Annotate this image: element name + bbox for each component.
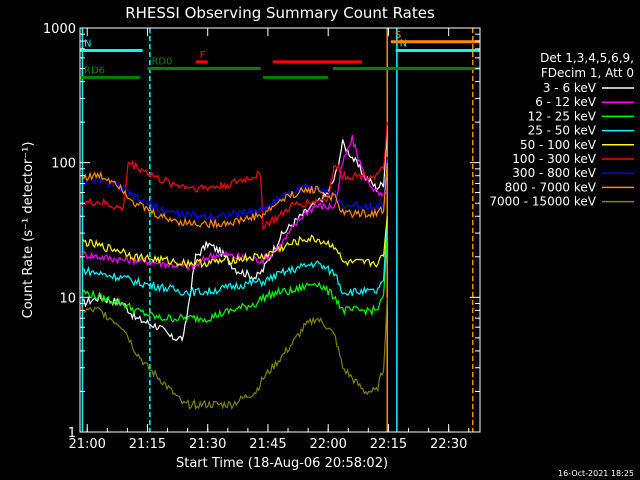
flag-label-1: N (400, 39, 407, 50)
flag-label-5: RD0 (151, 57, 172, 68)
chart-title: RHESSI Observing Summary Count Rates (125, 4, 435, 22)
series-line-0 (82, 125, 388, 343)
axis-ticks: 21:00 21:15 21:30 21:45 22:00 22:15 22:30 1 10 10… (43, 22, 480, 452)
series-line-1 (81, 134, 388, 272)
legend-header-line-1: Det 1,3,4,5,6,9, (540, 51, 634, 65)
x-tick-label-2: 21:30 (189, 437, 226, 452)
y-tick-label-2: 100 (51, 157, 76, 172)
legend-label-3: 25 - 50 keV (528, 124, 597, 138)
legend-label-4: 50 - 100 keV (520, 138, 597, 152)
x-tick-label-6: 22:30 (430, 437, 467, 452)
plot-frame (79, 27, 481, 433)
series-line-2 (81, 233, 388, 324)
y-axis-label: Count Rate (s⁻¹ detector⁻¹) (21, 142, 36, 319)
x-tick-label-0: 21:00 (68, 437, 105, 452)
legend-label-7: 800 - 7000 keV (505, 180, 597, 194)
x-tick-label-5: 22:15 (370, 437, 407, 452)
legend-label-5: 100 - 300 keV (512, 152, 596, 166)
flag-label-0: N (84, 39, 91, 50)
legend: Det 1,3,4,5,6,9, FDecim 1, Att 0 3 - 6 k… (489, 51, 634, 209)
y-tick-label-1: 10 (59, 291, 76, 306)
series-line-5 (81, 122, 388, 231)
series-line-6 (82, 157, 388, 222)
flag-label-7: RD6 (84, 65, 105, 76)
legend-label-1: 6 - 12 keV (535, 95, 597, 109)
series-line-8 (81, 297, 388, 411)
flag-label-2: S (395, 30, 401, 41)
series-line-7 (81, 162, 388, 229)
flag-label-3: F (200, 50, 206, 61)
legend-header-line-2: FDecim 1, Att 0 (541, 66, 634, 80)
legend-label-2: 12 - 25 keV (528, 109, 597, 123)
legend-label-6: 300 - 800 keV (512, 166, 596, 180)
series-line-4 (81, 216, 388, 269)
x-tick-label-1: 21:15 (129, 437, 166, 452)
footer-date: 16-Oct-2021 18:25 (558, 469, 634, 478)
legend-label-8: 7000 - 15000 keV (489, 195, 596, 209)
legend-label-0: 3 - 6 keV (543, 81, 597, 95)
x-tick-label-4: 22:00 (309, 437, 346, 452)
y-tick-label-0: 1 (68, 426, 76, 441)
x-axis-label: Start Time (18-Aug-06 20:58:02) (176, 456, 388, 471)
y-tick-label-3: 1000 (43, 22, 76, 37)
x-tick-label-3: 21:45 (249, 437, 286, 452)
series-line-3 (82, 224, 388, 298)
